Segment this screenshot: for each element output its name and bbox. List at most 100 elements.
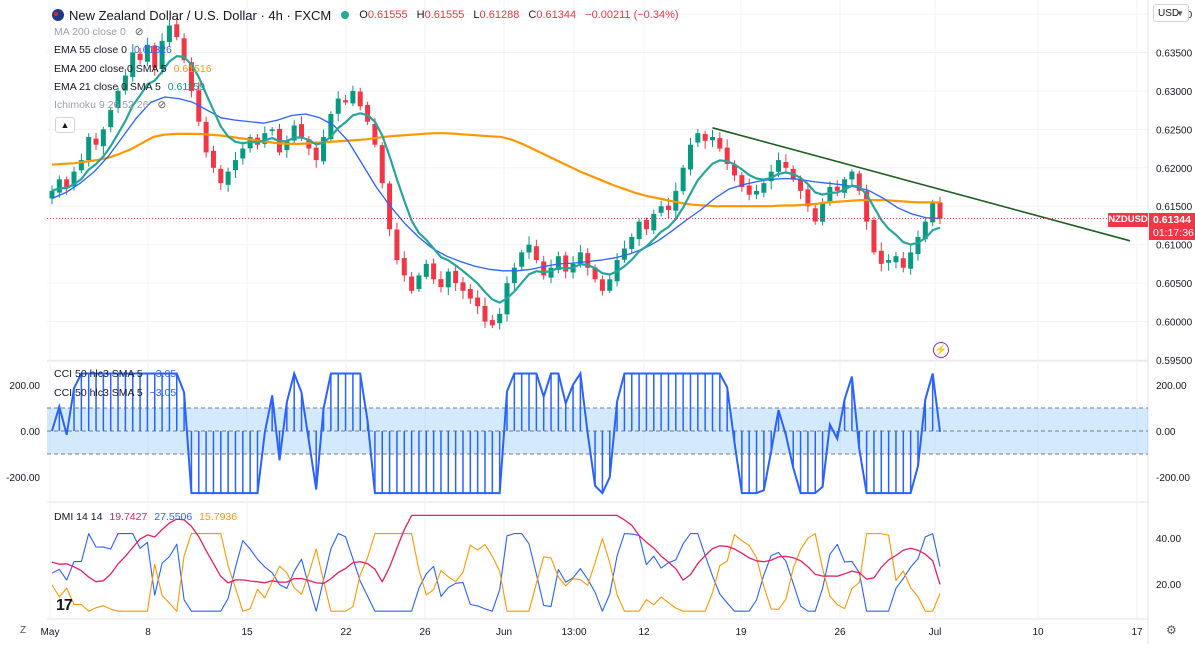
candle-body <box>519 252 525 267</box>
candle-body <box>482 305 488 322</box>
axes: May 8 15 22 26 Jun 13:00 12 19 26 Jul 10 17 0.59500 0.… <box>6 10 1193 638</box>
indicator-ma200[interactable]: MA 200 close 0 ⊘ <box>54 26 144 38</box>
candle-body <box>768 171 774 182</box>
candle-body <box>585 253 591 268</box>
market-status-icon <box>341 11 350 19</box>
candle-body <box>541 261 547 276</box>
candle-body <box>475 297 481 307</box>
x-tick-label: 22 <box>340 627 352 638</box>
cci-band <box>47 407 1148 455</box>
cci-line <box>51 370 941 495</box>
candle-body <box>372 123 378 145</box>
candle-body <box>886 260 892 263</box>
flash-icon[interactable]: ⚡ <box>933 342 949 358</box>
candle-body <box>592 267 598 280</box>
candle-body <box>115 90 121 109</box>
currency-select[interactable]: USD ▼ <box>1153 4 1189 22</box>
cci-tick-label: 200.00 <box>1156 381 1187 392</box>
candle-body <box>181 38 187 61</box>
trendline-layer[interactable] <box>712 127 1131 242</box>
candle-body <box>526 244 532 253</box>
candle-body <box>240 148 246 159</box>
y-tick-label: 0.62500 <box>1156 125 1193 136</box>
x-tick-label: 17 <box>1131 627 1143 638</box>
eye-off-icon[interactable]: ⊘ <box>157 99 167 111</box>
candle-body <box>387 183 393 230</box>
candle-body <box>798 179 804 191</box>
moving-averages <box>47 55 1148 304</box>
last-price-tag: NZDUSD 0.61344 01:17:36 <box>1108 213 1195 241</box>
candle-body <box>702 134 708 141</box>
candle-body <box>548 267 554 278</box>
candle-body <box>621 248 627 260</box>
candle-body <box>93 138 99 145</box>
indicator-ichimoku[interactable]: Ichimoku 9 26 52 26 ⊘ <box>54 99 166 111</box>
dmi-adx-value: 19.7427 <box>109 511 148 523</box>
candle-body <box>262 133 268 144</box>
indicator-label: EMA 55 close 0 <box>54 44 127 56</box>
candle-body <box>379 145 385 184</box>
cci-label: CCI 50 hlc3 SMA 5 <box>54 387 143 399</box>
candle-body <box>416 275 422 290</box>
candle-body <box>232 160 238 170</box>
y-tick-label: 0.63000 <box>1156 87 1193 98</box>
candle-body <box>900 258 906 268</box>
tradingview-logo[interactable]: 17 <box>56 597 73 614</box>
y-tick-label: 0.63500 <box>1156 48 1193 59</box>
chevron-up-icon[interactable]: ▲ <box>55 117 75 133</box>
close-label: C <box>528 9 537 21</box>
x-tick-label: 15 <box>241 627 253 638</box>
adx-line <box>51 514 941 585</box>
timezone-toggle[interactable]: Z <box>20 625 27 636</box>
high-label: H <box>416 9 425 21</box>
candle-body <box>86 137 92 161</box>
candle-body <box>291 125 297 141</box>
cci-value: −3.05 <box>149 387 177 399</box>
candle-body <box>460 282 466 291</box>
candle-body <box>100 129 106 147</box>
candle-body <box>299 124 305 138</box>
dmi-lines <box>51 514 941 612</box>
candle-body <box>445 271 451 288</box>
eye-off-icon[interactable]: ⊘ <box>134 26 144 38</box>
cci-label-1[interactable]: CCI 50 hlc3 SMA 5 −3.05 <box>54 368 176 380</box>
cci-tick-label-left: 0.00 <box>21 427 41 438</box>
candle-body <box>871 219 877 253</box>
candle-body <box>783 161 789 168</box>
candle-body <box>108 110 114 128</box>
gear-icon[interactable]: ⚙ <box>1166 623 1177 637</box>
x-tick-label: Jul <box>929 627 942 638</box>
candle-body <box>152 45 158 68</box>
candle-body <box>203 121 209 153</box>
indicator-ema200[interactable]: EMA 200 close 0 SMA 5 0.61516 <box>54 63 212 75</box>
cci-value: −3.05 <box>149 368 177 380</box>
candle-body <box>130 52 136 78</box>
dmi-minus-value: 15.7936 <box>199 511 238 523</box>
candle-body <box>159 40 165 70</box>
candle-body <box>394 229 400 261</box>
candle-body <box>717 138 723 149</box>
candle-body <box>269 129 275 132</box>
candle-body <box>467 289 473 299</box>
candle-body <box>812 208 818 222</box>
candle-body <box>401 258 407 276</box>
dmi-label[interactable]: DMI 14 14 19.7427 27.5506 15.7936 <box>54 511 237 523</box>
x-tick-label: 26 <box>419 627 431 638</box>
indicator-ema55[interactable]: EMA 55 close 0 0.61326 <box>54 44 172 56</box>
candle-body <box>431 263 437 280</box>
y-tick-label: 0.60000 <box>1156 318 1193 329</box>
candle-body <box>321 137 327 162</box>
indicator-label: Ichimoku 9 26 52 26 <box>54 99 149 111</box>
cci-label-2[interactable]: CCI 50 hlc3 SMA 5 −3.05 <box>54 387 176 399</box>
x-tick-label: 19 <box>735 627 747 638</box>
nzd-flag-icon <box>52 9 64 21</box>
x-tick-label: Jun <box>496 627 512 638</box>
dmi-plus-line <box>51 533 941 612</box>
indicator-ema21[interactable]: EMA 21 close 0 SMA 5 0.61159 <box>54 81 205 93</box>
y-tick-label: 0.61000 <box>1156 241 1193 252</box>
candle-body <box>864 191 870 222</box>
price-tag-symbol: NZDUSD <box>1108 213 1148 227</box>
symbol-header[interactable]: New Zealand Dollar / U.S. Dollar · 4h · … <box>52 6 685 24</box>
